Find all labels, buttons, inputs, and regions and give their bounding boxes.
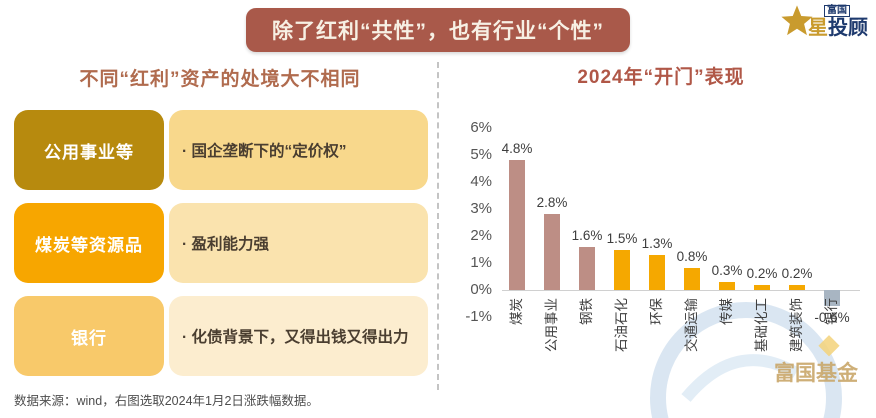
page-title: 除了红利“共性”，也有行业“个性” [272,20,604,43]
y-axis-tick: 2% [470,227,492,244]
data-source-note: 数据来源：wind，右图选取2024年1月2日涨跌幅数据。 [14,394,319,408]
bar-value-label: 1.3% [641,235,673,251]
y-axis-tick: 1% [470,254,492,271]
chart-bar-基础化工 [754,284,770,290]
chart-bar-公用事业 [544,214,560,290]
chart-bar-钢铁 [579,246,595,290]
brand-text: 富国 星投顾 [808,4,868,39]
asset-row-banks: 银行 · 化债背景下，又得出钱又得出力 [14,296,428,376]
left-panel-title: 不同“红利”资产的处境大不相同 [79,69,361,90]
bar-value-label: 1.6% [571,227,603,243]
watermark-circle-icon [650,302,842,418]
watermark-diamond-icon [818,335,840,357]
asset-rows: 公用事业等 · 国企垄断下的“定价权” 煤炭等资源品 · 盈利能力强 银行 · … [14,110,428,376]
y-axis-tick: 6% [470,119,492,136]
chart-bar-环保 [649,254,665,290]
chart-bar-交通运输 [684,268,700,290]
chart-bar-石油石化 [614,249,630,290]
bar-value-label: 4.8% [501,141,533,157]
performance-chart: 2024年“开门”表现 6% 5% 4% 3% 2% 1% 0% -1% 4.8% 煤炭 2.8% 公… [448,62,874,410]
chart-plot-area: 6% 5% 4% 3% 2% 1% 0% -1% 4.8% 煤炭 2.8% 公用事业 1.6% 钢铁 1.5… [448,90,874,410]
asset-row-utilities: 公用事业等 · 国企垄断下的“定价权” [14,110,428,190]
bar-value-label: 2.8% [536,195,568,211]
panel-divider [437,62,439,390]
watermark-swoosh-icon [681,354,800,402]
asset-row-label: 银行 [14,296,164,376]
asset-row-desc: · 盈利能力强 [169,203,428,283]
asset-row-coal-resources: 煤炭等资源品 · 盈利能力强 [14,203,428,283]
y-axis-tick: 3% [470,200,492,217]
y-axis-tick: -1% [465,308,492,325]
chart-bar-银行 [824,290,840,307]
asset-row-label: 煤炭等资源品 [14,203,164,283]
page-title-banner: 除了红利“共性”，也有行业“个性” [246,8,630,52]
chart-bar-传媒 [719,281,735,290]
brand-logo: 富国 星投顾 [780,4,868,38]
y-axis-tick: 0% [470,281,492,298]
chart-bar-建筑装饰 [789,284,805,290]
bar-value-label: 0.3% [711,262,743,278]
bar-value-label: 0.8% [676,249,708,265]
zero-axis-line [502,290,860,291]
watermark-text: 富国基金 [774,361,859,385]
y-axis-tick: 5% [470,146,492,163]
bar-value-label: 0.2% [746,265,778,281]
star-icon [781,5,813,36]
y-axis-tick: 4% [470,173,492,190]
asset-row-desc: · 化债背景下，又得出钱又得出力 [169,296,428,376]
asset-row-desc: · 国企垄断下的“定价权” [169,110,428,190]
fund-watermark: 富国基金 [650,302,859,418]
brand-small-label: 富国 [824,4,850,17]
chart-title: 2024年“开门”表现 [577,67,745,88]
asset-row-label: 公用事业等 [14,110,164,190]
brand-main-label: 星投顾 [808,16,868,39]
bar-value-label: 1.5% [606,230,638,246]
bar-value-label: -0.6% [814,310,850,326]
bar-value-label: 0.2% [781,265,813,281]
chart-bar-煤炭 [509,160,525,290]
